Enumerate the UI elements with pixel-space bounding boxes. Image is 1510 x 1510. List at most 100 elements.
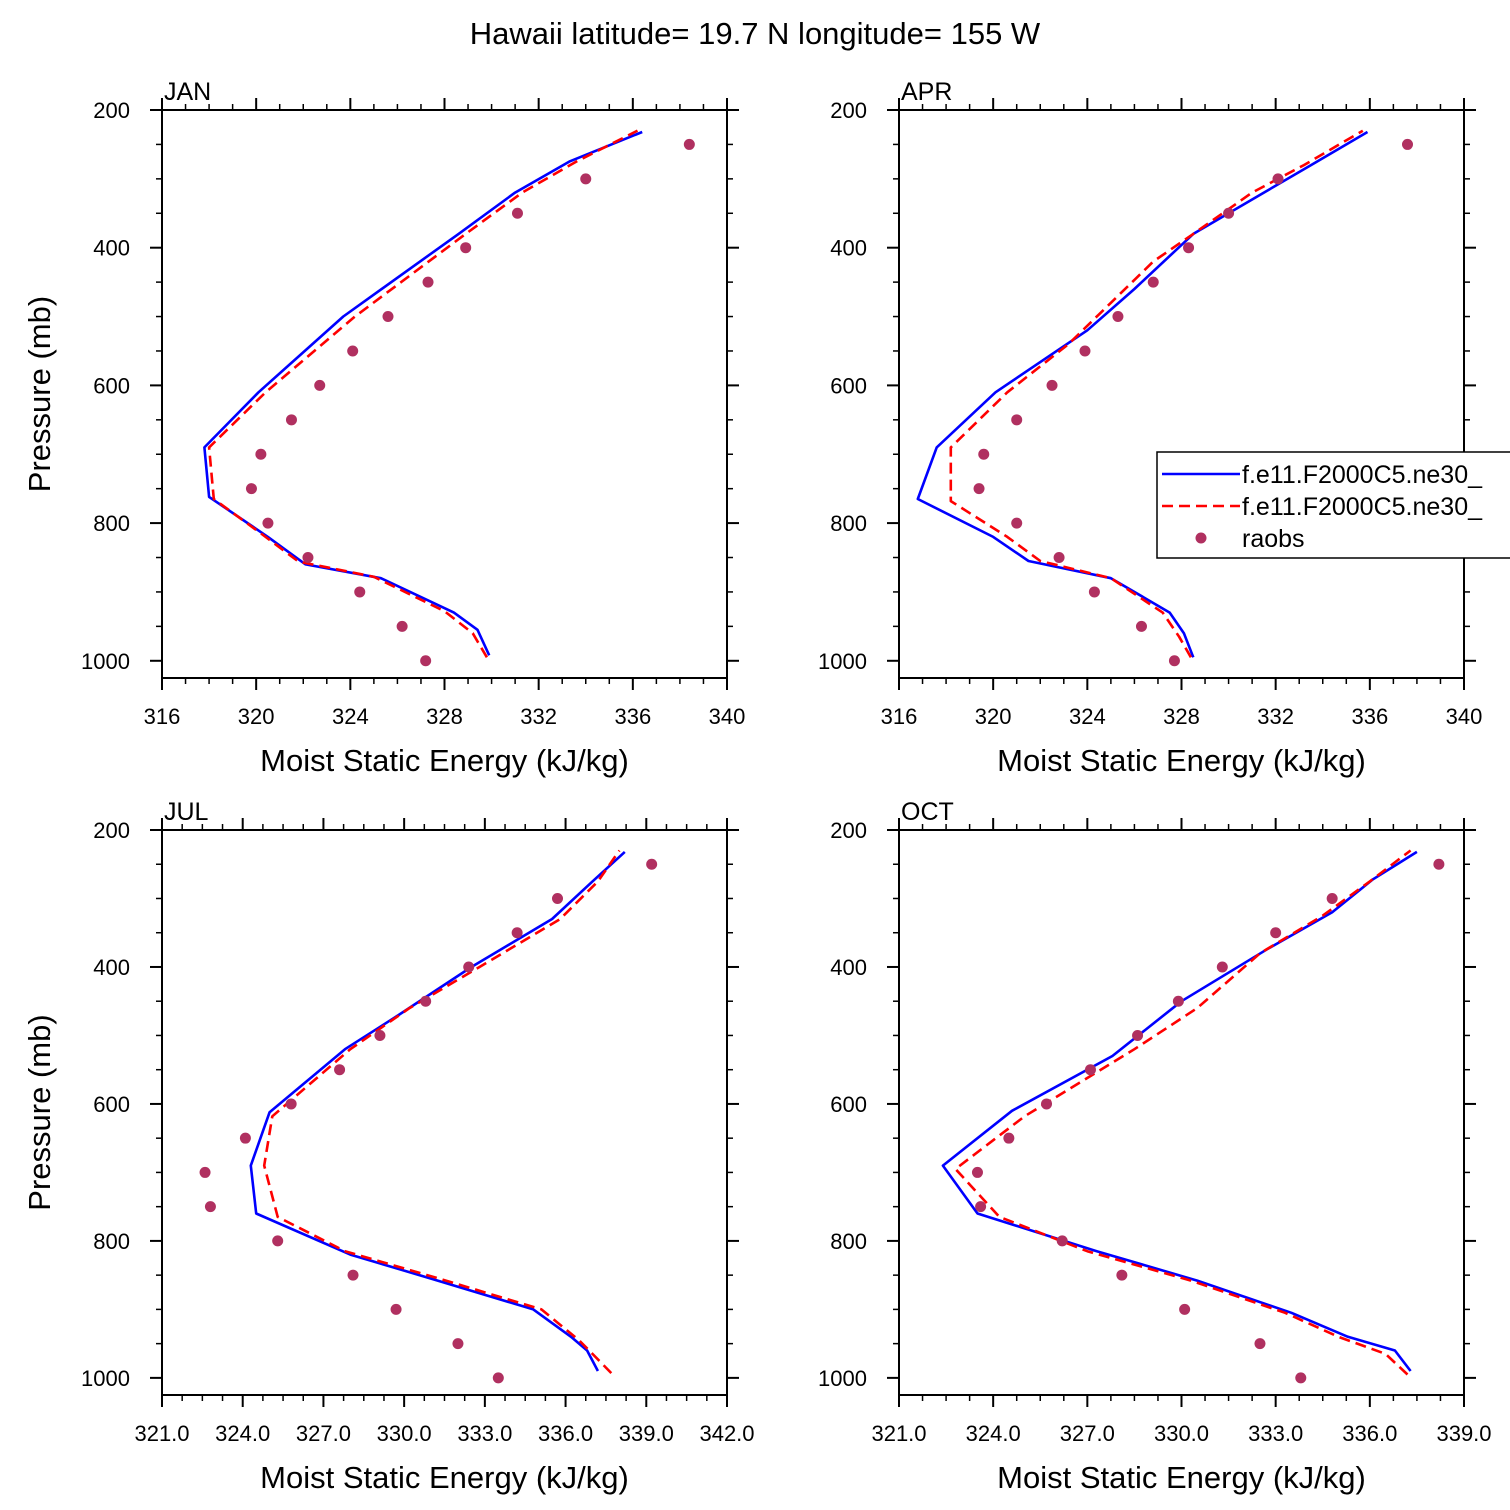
plot-frame (161, 829, 728, 1396)
y-tick-label: 800 (830, 511, 867, 536)
raobs-point (390, 1303, 402, 1315)
raobs-point (1116, 1269, 1128, 1281)
legend-label: f.e11.F2000C5.ne30_ (1242, 493, 1483, 521)
y-tick-label: 600 (830, 1092, 867, 1117)
panel-jan: JAN 316 320 324 328 332 336 340 200 400 600 800 1000… (22, 78, 745, 778)
x-tick-label: 316 (881, 704, 918, 729)
raobs-point (1216, 961, 1228, 973)
raobs-point (422, 276, 434, 288)
solid-series-line (916, 130, 1369, 658)
x-tick-label: 333.0 (457, 1421, 512, 1446)
y-tick-label: 600 (830, 373, 867, 398)
x-tick-label: 320 (975, 704, 1012, 729)
raobs-point (1135, 620, 1147, 632)
x-tick-label: 332 (1257, 704, 1294, 729)
raobs-point (1132, 1029, 1144, 1041)
x-tick-label: 336.0 (1342, 1421, 1397, 1446)
panel-label: APR (901, 78, 952, 106)
x-tick-label: 320 (238, 704, 275, 729)
y-tick-label: 200 (830, 818, 867, 843)
x-tick-label: 330.0 (1154, 1421, 1209, 1446)
legend-label: f.e11.F2000C5.ne30_ (1242, 461, 1483, 489)
y-axis-label: Pressure (mb) (22, 296, 57, 492)
raobs-point (1084, 1064, 1096, 1076)
raobs-point (1147, 276, 1159, 288)
x-tick-label: 321.0 (871, 1421, 926, 1446)
raobs-point (452, 1338, 464, 1350)
x-axis-label: Moist Static Energy (kJ/kg) (260, 743, 629, 778)
x-tick-label: 336 (614, 704, 651, 729)
solid-series-line (249, 850, 626, 1372)
y-tick-label: 400 (93, 955, 130, 980)
x-tick-label: 330.0 (377, 1421, 432, 1446)
raobs-point (1168, 655, 1180, 667)
y-tick-label: 400 (93, 236, 130, 261)
y-tick-label: 200 (830, 98, 867, 123)
y-tick-label: 600 (93, 1092, 130, 1117)
raobs-point (347, 345, 359, 357)
y-tick-label: 400 (830, 955, 867, 980)
x-tick-label: 327.0 (1060, 1421, 1115, 1446)
raobs-point (334, 1064, 346, 1076)
x-axis-label: Moist Static Energy (kJ/kg) (997, 743, 1366, 778)
y-tick-label: 800 (93, 1229, 130, 1254)
legend-marker (1195, 532, 1207, 544)
panel-label: OCT (901, 798, 954, 826)
raobs-point (1183, 242, 1195, 254)
raobs-point (646, 858, 658, 870)
dashed-series-line (262, 849, 621, 1375)
raobs-point (1295, 1372, 1307, 1384)
raobs-point (552, 892, 563, 904)
x-tick-label: 339.0 (619, 1421, 674, 1446)
x-tick-label: 316 (144, 704, 181, 729)
raobs-point (1088, 586, 1100, 598)
panel-label: JAN (164, 78, 211, 106)
raobs-point (973, 483, 985, 495)
raobs-point (285, 1098, 297, 1110)
panel-apr: APR 316 320 324 328 332 336 340 200 400 600 800 1000… (818, 78, 1482, 778)
raobs-point (199, 1166, 211, 1178)
plot-frame (161, 109, 728, 679)
raobs-point (255, 448, 267, 460)
raobs-point (204, 1201, 216, 1213)
x-tick-label: 324.0 (215, 1421, 270, 1446)
x-tick-label: 339.0 (1436, 1421, 1491, 1446)
raobs-point (396, 620, 408, 632)
x-tick-label: 340 (709, 704, 746, 729)
dashed-series-line (207, 129, 639, 658)
raobs-point (272, 1235, 284, 1247)
raobs-point (971, 1166, 983, 1178)
raobs-point (382, 311, 394, 323)
raobs-point (1011, 414, 1023, 426)
y-tick-label: 1000 (818, 1366, 867, 1391)
raobs-point (245, 483, 257, 495)
legend: f.e11.F2000C5.ne30_ f.e11.F2000C5.ne30_ra… (1156, 451, 1510, 559)
dashed-series-line (949, 129, 1364, 658)
raobs-point (1079, 345, 1091, 357)
raobs-point (978, 448, 990, 460)
y-tick-label: 800 (93, 511, 130, 536)
raobs-point (1003, 1132, 1015, 1144)
raobs-point (1433, 858, 1445, 870)
raobs-point (1046, 379, 1058, 391)
raobs-point (1041, 1098, 1053, 1110)
raobs-point (374, 1029, 386, 1041)
panel-label: JUL (164, 798, 209, 826)
x-tick-label: 340 (1446, 704, 1483, 729)
solid-series-line (203, 130, 643, 656)
raobs-point (1326, 892, 1338, 904)
y-tick-label: 400 (830, 236, 867, 261)
raobs-point (460, 242, 472, 254)
x-tick-label: 328 (1163, 704, 1200, 729)
raobs-point (1254, 1338, 1266, 1350)
x-tick-label: 324 (1069, 704, 1106, 729)
raobs-point (580, 173, 592, 185)
raobs-point (511, 927, 523, 939)
y-tick-label: 1000 (81, 649, 130, 674)
y-tick-label: 200 (93, 98, 130, 123)
plot-frame (898, 109, 1465, 679)
raobs-point (262, 517, 274, 529)
raobs-point (420, 995, 432, 1007)
raobs-point (1011, 517, 1023, 529)
